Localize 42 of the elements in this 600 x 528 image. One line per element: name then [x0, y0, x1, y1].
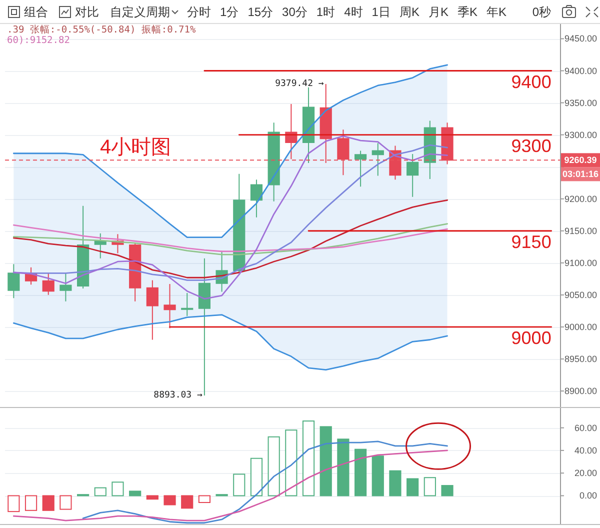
series-label: 9300 — [511, 136, 552, 156]
toolbar-label: 1分 — [220, 5, 239, 19]
toolbar-label: 30分 — [282, 5, 308, 19]
price-tag: 9260.39 — [561, 153, 600, 168]
annotation: 8893.03 → — [154, 390, 202, 400]
toolbar-label: 年K — [486, 5, 507, 19]
toolbar-label: 15分 — [248, 5, 274, 19]
annotation: 60):9152.82 — [7, 35, 70, 46]
y-tick-label: 9000.00 — [564, 322, 597, 332]
ref-line-label: 9260.39 — [564, 155, 597, 166]
y-tick-label: 9150.00 — [564, 226, 597, 236]
series-label: 9000 — [511, 328, 552, 348]
y-tick-label: 9200.00 — [564, 194, 597, 204]
annotation: 9379.42 → — [275, 78, 324, 89]
toolbar-label: 分时 — [187, 5, 211, 19]
y-tick-label: 8900.00 — [564, 386, 597, 396]
toolbar-label: 4时 — [344, 5, 363, 19]
y-tick-label: 40.00 — [574, 445, 597, 456]
countdown-tag: 03:01:16 — [561, 167, 600, 182]
y-tick-label: 9400.00 — [564, 66, 597, 76]
toolbar-label: 组合 — [24, 5, 48, 19]
y-tick-label: 60.00 — [574, 422, 597, 433]
toolbar-label: 季K — [458, 5, 478, 19]
y-tick-label: 9450.00 — [564, 34, 597, 44]
series-label: 9400 — [511, 72, 552, 92]
y-tick-label: 20.00 — [574, 468, 597, 478]
title: 4小时图 — [100, 136, 172, 158]
toolbar-label: 周K — [399, 5, 420, 19]
y-tick-label: 0.00 — [579, 490, 597, 501]
toolbar-label: 0秒 — [532, 5, 551, 19]
annotation: .39 张幅:-0.55%(-50.84) 振幅:0.71% — [7, 24, 196, 36]
y-tick-label: 9100.00 — [564, 258, 597, 268]
toolbar-label: 1日 — [372, 5, 390, 19]
toolbar-label: 1时 — [316, 5, 336, 19]
y-tick-label: 9050.00 — [564, 290, 597, 300]
series-label: 9150 — [511, 232, 552, 252]
y-tick-label: 8950.00 — [564, 354, 597, 364]
toolbar-label: 对比 — [75, 5, 99, 19]
toolbar-label: 自定义周期 — [110, 5, 170, 19]
toolbar-label: 月K — [428, 5, 448, 19]
y-tick-label: 9300.00 — [564, 130, 597, 140]
y-tick-label: 9350.00 — [564, 98, 597, 108]
